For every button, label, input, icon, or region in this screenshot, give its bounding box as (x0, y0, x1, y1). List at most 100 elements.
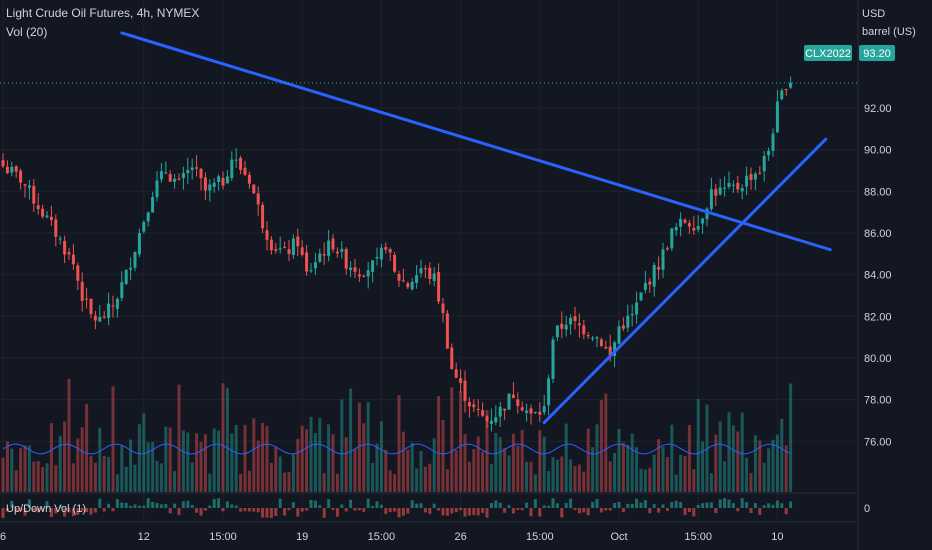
volume-bar (98, 427, 102, 492)
volume-bar (555, 459, 559, 492)
symbol-tag-label: CLX2022 (805, 48, 851, 60)
updown-bar (745, 502, 749, 508)
candle-body (714, 189, 718, 196)
chart-title[interactable]: Light Crude Oil Futures, 4h, NYMEX (6, 6, 200, 20)
candle-body (190, 167, 194, 170)
time-axis[interactable]: 6 12 15:00 19 15:00 26 15:00 Oct 15:00 10 (0, 531, 784, 543)
trendline-2[interactable] (542, 137, 828, 425)
volume-bar (582, 471, 586, 492)
candle-body (745, 175, 749, 187)
volume-bar (419, 450, 423, 492)
updown-bar (604, 508, 608, 511)
trendline-1[interactable] (120, 31, 832, 252)
updown-bar (58, 505, 62, 508)
volume-bar (230, 433, 234, 492)
updown-bar (203, 508, 207, 511)
candle-body (639, 292, 643, 301)
volume-bar (155, 460, 159, 492)
volume-indicator-label[interactable]: Vol (20) (6, 25, 48, 39)
candle-body (265, 230, 269, 240)
updown-bar (102, 508, 106, 512)
candle-body (503, 408, 507, 411)
candle-body (388, 249, 392, 253)
candle-body (177, 178, 181, 180)
updown-bar (344, 508, 348, 512)
candle-body (740, 187, 744, 192)
candle-body (613, 342, 617, 356)
candle-body (274, 249, 278, 251)
volume-bar (243, 424, 247, 492)
updown-bar (239, 508, 243, 512)
candle-body (239, 157, 243, 170)
volume-bar (397, 395, 401, 492)
candle-body (652, 265, 656, 287)
volume-bar (533, 474, 537, 492)
volume-bar (32, 461, 36, 492)
volume-bar (212, 428, 216, 492)
volume-bar (621, 442, 625, 492)
candle-body (67, 252, 71, 255)
updown-bar (472, 508, 476, 516)
candle-body (692, 227, 696, 231)
time-tick-label: 15:00 (684, 531, 712, 543)
volume-bar (357, 402, 361, 492)
candle-body (701, 218, 705, 224)
volume-bars (1, 379, 793, 492)
candle-body (309, 270, 313, 272)
candle-body (212, 182, 216, 187)
time-tick-label: 26 (454, 531, 466, 543)
candle-body (340, 248, 344, 252)
volume-bar (181, 430, 185, 492)
volume-bar (93, 462, 97, 492)
updown-bar (758, 508, 762, 515)
updown-bar (582, 508, 586, 513)
updown-bar (265, 508, 269, 518)
axis-currency: USD (862, 8, 886, 20)
updown-bar (630, 503, 634, 508)
volume-bar (173, 471, 177, 492)
volume-bar (76, 438, 80, 492)
volume-bar (10, 448, 14, 492)
volume-bar (111, 386, 115, 492)
updown-bar (371, 505, 375, 508)
updown-bar (463, 508, 467, 517)
candle-body (753, 173, 757, 180)
updown-bar (23, 508, 27, 516)
candle-body (476, 409, 480, 411)
candle-body (648, 281, 652, 285)
trendlines[interactable] (120, 31, 832, 425)
volume-bar (291, 454, 295, 492)
updown-indicator-label[interactable]: Up/Down Vol (1) (6, 503, 87, 515)
updown-bar (727, 499, 731, 508)
updown-bar (564, 502, 568, 508)
candle-body (758, 172, 762, 174)
updown-bar (63, 508, 67, 517)
volume-bar (349, 388, 353, 492)
volume-bar (749, 473, 753, 492)
updown-bar (670, 502, 674, 508)
price-tick-label: 82.00 (864, 311, 892, 323)
volume-bar (151, 442, 155, 492)
volume-bar (234, 424, 238, 492)
candle-body (410, 281, 414, 290)
updown-bar (789, 501, 793, 508)
candle-body (428, 267, 432, 279)
price-axis[interactable]: 92.00 90.00 88.00 86.00 84.00 82.00 80.00 78.00… (864, 103, 892, 448)
volume-bar (159, 463, 163, 492)
candle-body (195, 167, 199, 169)
candle-body (54, 219, 58, 237)
candle-body (27, 185, 31, 188)
candle-body (331, 238, 335, 250)
volume-bar (58, 435, 62, 492)
candle-body (595, 337, 599, 339)
volume-bar (366, 402, 370, 492)
updown-bar (296, 508, 300, 517)
updown-bar (547, 505, 551, 508)
updown-bar (679, 501, 683, 508)
volume-bar (313, 432, 317, 492)
candle-body (41, 208, 45, 217)
updown-bar (441, 508, 445, 516)
candle-body (459, 378, 463, 383)
volume-bar (472, 449, 476, 492)
